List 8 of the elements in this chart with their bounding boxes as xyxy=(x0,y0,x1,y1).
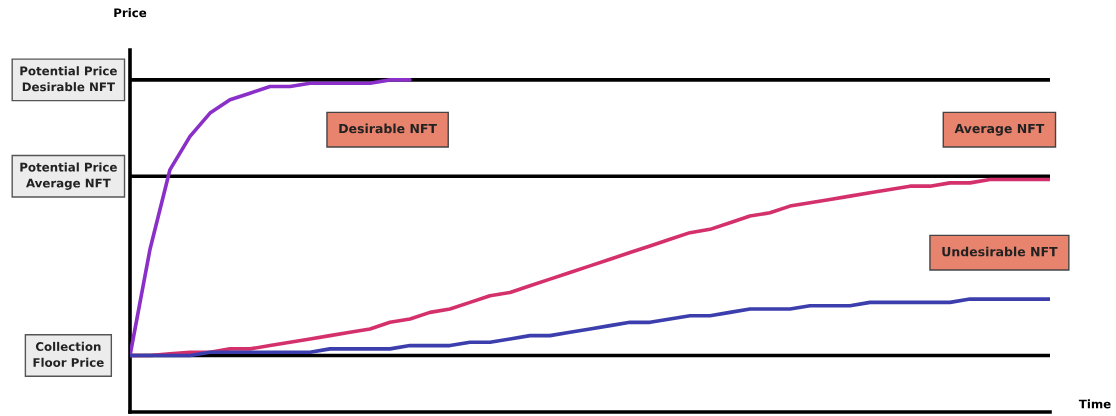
annotation: Desirable NFT xyxy=(339,123,437,134)
x-axis-title: Time xyxy=(1078,399,1111,409)
annotation: Undesirable NFT xyxy=(942,246,1058,257)
annotation: Average NFT xyxy=(954,123,1045,136)
text: Price xyxy=(114,8,147,18)
ref-line-label: Potential Price Average NFT xyxy=(20,162,117,190)
ref-line-label: Collection Floor Price xyxy=(33,341,104,367)
ref-line-label: Potential Price Desirable NFT xyxy=(20,66,117,92)
